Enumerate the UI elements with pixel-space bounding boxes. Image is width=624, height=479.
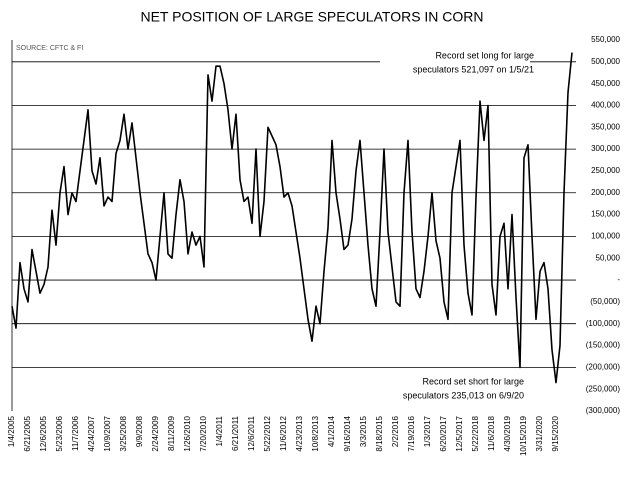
x-tick-label: 6/20/2017 xyxy=(439,415,448,451)
x-tick-label: 9/9/2008 xyxy=(135,415,144,447)
x-tick-label: 5/22/2012 xyxy=(263,415,272,451)
x-tick-label: 11/6/2012 xyxy=(279,415,288,451)
y-tick-label: 50,000 xyxy=(596,253,621,262)
y-tick-label: 550,000 xyxy=(591,35,620,44)
x-tick-label: 5/22/2018 xyxy=(471,415,480,451)
y-tick-label: 300,000 xyxy=(591,144,620,153)
x-tick-label: 4/24/2007 xyxy=(87,415,96,451)
y-tick-label: (150,000) xyxy=(586,341,621,350)
y-tick-label: 400,000 xyxy=(591,101,620,110)
x-tick-label: 10/9/2007 xyxy=(103,415,112,451)
x-tick-label: 2/24/2009 xyxy=(151,415,160,451)
y-tick-label: (300,000) xyxy=(586,406,621,415)
annotation: Record set long for large xyxy=(435,50,534,60)
x-tick-label: 10/8/2013 xyxy=(311,415,320,451)
x-tick-label: 11/6/2018 xyxy=(487,415,496,451)
x-tick-label: 12/6/2011 xyxy=(247,415,256,451)
annotation: Record set short for large xyxy=(422,376,524,386)
x-tick-label: 4/30/2019 xyxy=(503,415,512,451)
annotation: speculators 235,013 on 6/9/20 xyxy=(403,390,524,400)
y-tick-label: 100,000 xyxy=(591,232,620,241)
x-tick-label: 3/25/2008 xyxy=(119,415,128,451)
y-tick-label: 200,000 xyxy=(591,188,620,197)
annotation-bg xyxy=(370,372,530,406)
x-tick-label: 1/26/2010 xyxy=(183,415,192,451)
x-tick-label: 9/16/2014 xyxy=(343,415,352,451)
y-tick-label: (50,000) xyxy=(590,297,620,306)
x-tick-label: 6/21/2005 xyxy=(23,415,32,451)
y-tick-label: 250,000 xyxy=(591,166,620,175)
x-tick-label: 8/18/2015 xyxy=(375,415,384,451)
x-tick-label: 8/11/2009 xyxy=(167,415,176,451)
y-tick-label: 350,000 xyxy=(591,122,620,131)
x-tick-label: 7/19/2016 xyxy=(407,415,416,451)
x-tick-label: 2/2/2016 xyxy=(391,415,400,447)
x-tick-label: 12/6/2005 xyxy=(39,415,48,451)
y-tick-label: 500,000 xyxy=(591,57,620,66)
x-tick-label: 4/1/2014 xyxy=(327,415,336,447)
y-tick-label: 450,000 xyxy=(591,79,620,88)
series-line xyxy=(11,52,573,384)
x-tick-label: 1/4/2011 xyxy=(215,415,224,446)
x-tick-label: 3/31/2020 xyxy=(535,415,544,451)
y-tick-label: (250,000) xyxy=(586,384,621,393)
x-tick-label: 10/15/2019 xyxy=(519,415,528,456)
x-tick-label: 12/5/2017 xyxy=(455,415,464,451)
x-tick-label: 4/23/2013 xyxy=(295,415,304,451)
x-tick-label: 7/20/2010 xyxy=(199,415,208,451)
x-tick-label: 9/15/2020 xyxy=(551,415,560,451)
x-tick-label: 5/23/2006 xyxy=(55,415,64,451)
y-tick-label: (100,000) xyxy=(586,319,621,328)
y-tick-label: - xyxy=(617,275,620,284)
x-tick-label: 11/7/2006 xyxy=(71,415,80,451)
annotation-bg xyxy=(380,46,530,80)
annotation: speculators 521,097 on 1/5/21 xyxy=(413,64,534,74)
x-tick-label: 1/4/2005 xyxy=(7,415,16,447)
y-tick-label: 150,000 xyxy=(591,210,620,219)
x-tick-label: 6/21/2011 xyxy=(231,415,240,451)
chart-title: NET POSITION OF LARGE SPECULATORS IN COR… xyxy=(140,9,483,25)
x-tick-label: 1/3/2017 xyxy=(423,415,432,447)
y-tick-label: (200,000) xyxy=(586,362,621,371)
x-tick-label: 3/3/2015 xyxy=(359,415,368,447)
source: SOURCE: CFTC & FI xyxy=(16,45,83,52)
